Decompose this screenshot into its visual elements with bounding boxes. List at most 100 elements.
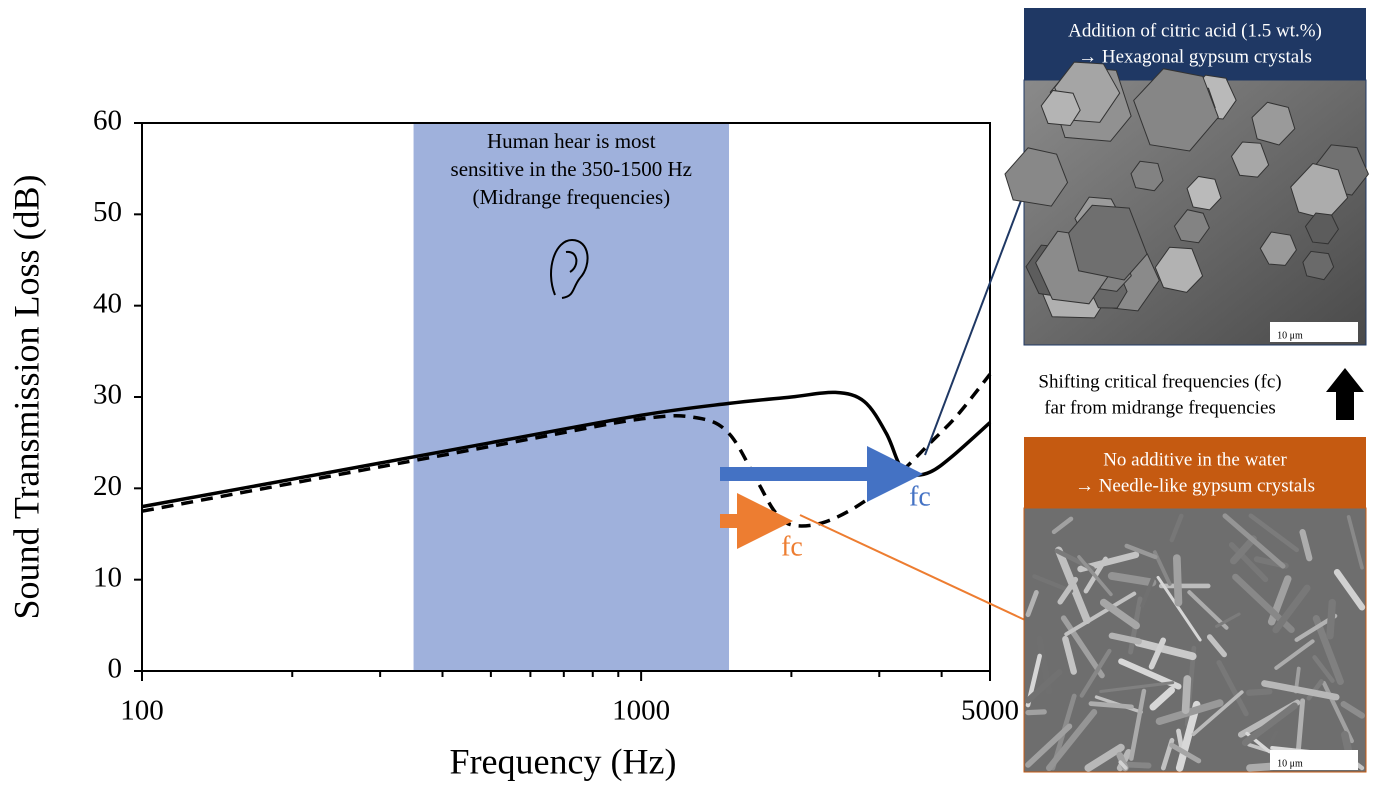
x-tick-label: 1000 [612, 695, 670, 727]
needle [1149, 686, 1176, 711]
crystal [1040, 89, 1081, 126]
needle [1264, 730, 1279, 753]
x-tick-label: 5000 [961, 695, 1019, 727]
crystal [1130, 160, 1164, 192]
needle [1140, 577, 1155, 608]
needle [1229, 535, 1257, 565]
scale-bar: 10 μm [1277, 330, 1303, 341]
band-text: (Midrange frequencies) [472, 185, 670, 209]
needle [1148, 637, 1167, 670]
crystal [1068, 204, 1148, 281]
needle [1124, 543, 1158, 560]
needle [1025, 723, 1073, 768]
needle [1046, 709, 1098, 772]
x-tick-label: 100 [120, 695, 164, 727]
needle [1099, 681, 1175, 694]
needle [1124, 761, 1152, 769]
needle [1346, 515, 1364, 570]
needle [1295, 698, 1306, 755]
needle [1312, 655, 1335, 683]
y-tick-label: 40 [93, 287, 122, 319]
panel-title: → Hexagonal gypsum crystals [1078, 46, 1312, 67]
crystal [1004, 147, 1069, 207]
crystal [1154, 246, 1204, 293]
note: far from midrange frequencies [1044, 397, 1276, 418]
needle [1169, 742, 1202, 764]
needle [1025, 590, 1039, 618]
connector [924, 189, 1026, 456]
y-tick-label: 0 [108, 653, 123, 685]
needle [1062, 635, 1077, 675]
crystal [1251, 101, 1296, 146]
crystal [1302, 250, 1335, 281]
needle [1220, 677, 1227, 709]
connector [799, 514, 1026, 621]
needle [1216, 659, 1249, 717]
crystal [1173, 209, 1210, 244]
y-tick-label: 20 [93, 470, 122, 502]
needle [1191, 690, 1244, 737]
needle [1187, 590, 1229, 630]
crystal [1186, 175, 1222, 211]
needle [1032, 574, 1074, 594]
scale-bar: 10 μm [1277, 758, 1303, 769]
crystal [1133, 68, 1219, 152]
needle [1222, 513, 1286, 569]
band-text: sensitive in the 350-1500 Hz [451, 157, 692, 181]
needle [1156, 575, 1202, 642]
ear-icon [550, 238, 589, 299]
needle [1079, 648, 1112, 698]
needle [1261, 680, 1340, 701]
needle [1312, 615, 1344, 686]
needle [1107, 571, 1157, 587]
needle [1108, 632, 1142, 645]
needle [1241, 702, 1298, 746]
panel-title-box [1024, 437, 1366, 508]
needle [1051, 516, 1074, 535]
needle [1077, 555, 1113, 597]
needle [1333, 568, 1366, 611]
needle [1057, 576, 1079, 605]
needle [1172, 554, 1183, 607]
needle [1326, 598, 1336, 640]
needle [1088, 701, 1134, 710]
annotation: fc [781, 531, 803, 562]
needle [1025, 709, 1047, 716]
y-tick-label: 10 [93, 561, 122, 593]
needle [1060, 615, 1105, 679]
y-tick-label: 50 [93, 196, 122, 228]
needle [1206, 634, 1227, 658]
note: Shifting critical frequencies (fc) [1038, 371, 1281, 392]
y-tick-label: 60 [93, 105, 122, 137]
needle [1024, 669, 1063, 704]
needle [1248, 513, 1299, 553]
needle [1118, 760, 1128, 770]
needle [1084, 743, 1125, 772]
needle [1175, 700, 1201, 772]
needle [1155, 699, 1224, 725]
needle [1099, 598, 1140, 630]
y-tick-label: 30 [93, 379, 122, 411]
needle [1340, 700, 1366, 719]
needle [1299, 529, 1313, 562]
needle [1274, 639, 1315, 670]
annotation: fc [909, 481, 931, 512]
needle [1064, 591, 1137, 637]
needle [1228, 542, 1269, 583]
up-arrow [1326, 368, 1364, 420]
y-axis-label: Sound Transmission Loss (dB) [6, 174, 46, 619]
needle [1246, 688, 1273, 696]
panel-title: No additive in the water [1103, 449, 1287, 470]
crystal [1304, 212, 1340, 245]
panel-title: Addition of citric acid (1.5 wt.%) [1068, 20, 1322, 41]
needle [1181, 675, 1192, 715]
needle [1129, 688, 1147, 761]
needle [1169, 513, 1184, 543]
needle [1272, 584, 1311, 634]
crystal [1230, 141, 1270, 178]
scale-bar-box [1270, 322, 1358, 342]
crystal [1259, 231, 1297, 266]
needle [1215, 612, 1241, 628]
x-axis-label: Frequency (Hz) [450, 741, 677, 781]
